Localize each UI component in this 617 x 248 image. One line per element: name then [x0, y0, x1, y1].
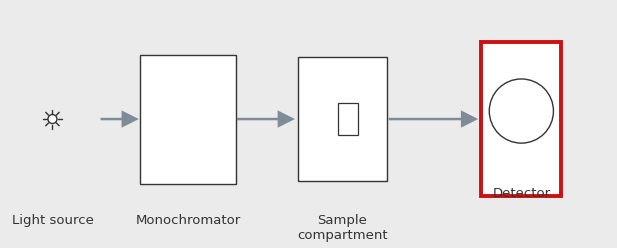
Circle shape [489, 79, 553, 143]
FancyArrow shape [237, 110, 295, 128]
Bar [298, 57, 387, 181]
Bar [339, 103, 358, 135]
Circle shape [48, 115, 57, 124]
Text: Sample
compartment: Sample compartment [297, 214, 387, 242]
FancyArrow shape [101, 110, 139, 128]
Text: Monochromator: Monochromator [136, 214, 241, 227]
Text: Detector: Detector [492, 187, 550, 200]
Bar [481, 42, 561, 196]
Text: Light source: Light source [12, 214, 93, 227]
FancyArrow shape [389, 110, 478, 128]
Bar [141, 55, 236, 184]
